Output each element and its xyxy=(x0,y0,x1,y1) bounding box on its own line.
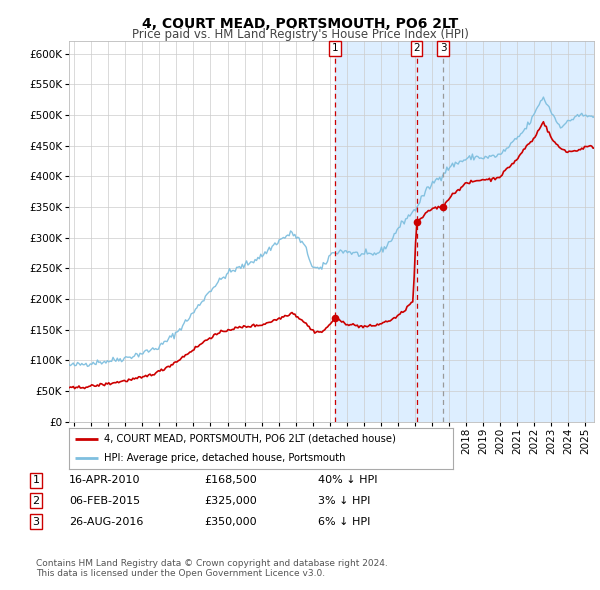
Text: 3: 3 xyxy=(32,517,40,526)
Text: 4, COURT MEAD, PORTSMOUTH, PO6 2LT: 4, COURT MEAD, PORTSMOUTH, PO6 2LT xyxy=(142,17,458,31)
Text: 1: 1 xyxy=(32,476,40,485)
Text: £168,500: £168,500 xyxy=(204,476,257,485)
Text: £325,000: £325,000 xyxy=(204,496,257,506)
Text: 3% ↓ HPI: 3% ↓ HPI xyxy=(318,496,370,506)
Text: 4, COURT MEAD, PORTSMOUTH, PO6 2LT (detached house): 4, COURT MEAD, PORTSMOUTH, PO6 2LT (deta… xyxy=(104,434,395,444)
Text: 40% ↓ HPI: 40% ↓ HPI xyxy=(318,476,377,485)
Text: 26-AUG-2016: 26-AUG-2016 xyxy=(69,517,143,526)
Text: 6% ↓ HPI: 6% ↓ HPI xyxy=(318,517,370,526)
Text: 1: 1 xyxy=(331,43,338,53)
Text: 06-FEB-2015: 06-FEB-2015 xyxy=(69,496,140,506)
Bar xyxy=(335,41,600,422)
Text: 3: 3 xyxy=(440,43,446,53)
Text: HPI: Average price, detached house, Portsmouth: HPI: Average price, detached house, Port… xyxy=(104,453,345,463)
Text: Contains HM Land Registry data © Crown copyright and database right 2024.: Contains HM Land Registry data © Crown c… xyxy=(36,559,388,568)
Text: 2: 2 xyxy=(413,43,420,53)
Text: 16-APR-2010: 16-APR-2010 xyxy=(69,476,140,485)
Text: Price paid vs. HM Land Registry's House Price Index (HPI): Price paid vs. HM Land Registry's House … xyxy=(131,28,469,41)
Text: This data is licensed under the Open Government Licence v3.0.: This data is licensed under the Open Gov… xyxy=(36,569,325,578)
Text: 2: 2 xyxy=(32,496,40,506)
Text: £350,000: £350,000 xyxy=(204,517,257,526)
